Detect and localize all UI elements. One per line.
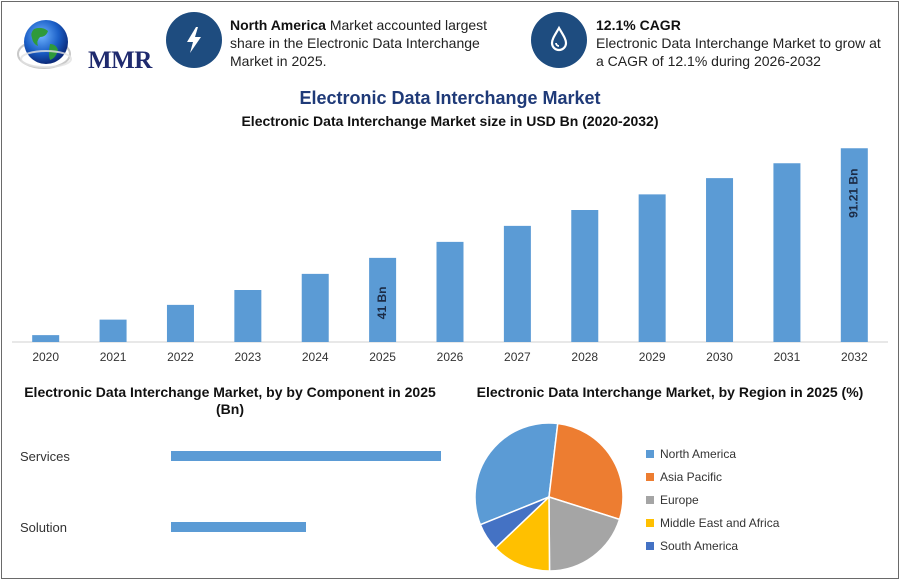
component-bar-services — [171, 451, 441, 461]
x-tick-label: 2020 — [32, 350, 59, 364]
info-cagr: 12.1% CAGR Electronic Data Interchange M… — [596, 16, 891, 70]
info-body: Market accounted largest share in the El… — [230, 17, 488, 69]
x-tick-label: 2024 — [302, 350, 329, 364]
mmr-logo: MMR — [16, 14, 152, 76]
region-legend: North America Asia Pacific Europe Middle Ea… — [646, 442, 779, 557]
bar-data-label: 41 Bn — [375, 287, 389, 320]
bar-2030 — [706, 178, 734, 342]
pie-slice-asia-pacific — [548, 422, 624, 521]
bar-2023 — [234, 290, 262, 342]
legend-item: Middle East and Africa — [646, 511, 779, 534]
component-bar-solution — [171, 522, 306, 532]
legend-label: Europe — [660, 492, 699, 507]
legend-label: North America — [660, 446, 737, 461]
bar-2022 — [166, 304, 194, 342]
legend-swatch — [646, 472, 654, 481]
x-tick-label: 2023 — [234, 350, 261, 364]
component-label-solution: Solution — [20, 520, 67, 535]
legend-label: Middle East and Africa — [660, 515, 780, 530]
legend-swatch — [646, 541, 654, 550]
x-tick-label: 2028 — [571, 350, 598, 364]
info-north-america: North America Market accounted largest s… — [230, 16, 500, 70]
lightning-bolt-icon — [166, 12, 222, 68]
component-chart-title: Electronic Data Interchange Market, by b… — [24, 384, 436, 417]
bar-data-label: 91.21 Bn — [846, 169, 860, 218]
x-tick-label: 2030 — [706, 350, 733, 364]
bar-2025 — [369, 257, 397, 342]
bar-2021 — [99, 319, 127, 342]
info-body: Electronic Data Interchange Market to gr… — [596, 35, 881, 69]
x-tick-label: 2026 — [437, 350, 464, 364]
bar-2024 — [301, 273, 329, 342]
legend-label: Asia Pacific — [660, 469, 723, 484]
water-drop-icon — [531, 12, 587, 68]
region-pie-chart — [474, 422, 624, 572]
legend-swatch — [646, 518, 654, 527]
legend-label: South America — [660, 538, 739, 553]
legend-item: North America — [646, 442, 779, 465]
bar-2026 — [436, 241, 464, 342]
bar-2029 — [638, 194, 666, 342]
legend-swatch — [646, 495, 654, 504]
legend-item: Asia Pacific — [646, 465, 779, 488]
pie-slice-north-america — [474, 422, 559, 526]
legend-swatch — [646, 449, 654, 458]
x-tick-label: 2032 — [841, 350, 868, 364]
pie-slice-south-america — [479, 496, 550, 550]
x-tick-label: 2022 — [167, 350, 194, 364]
logo-text: MMR — [88, 47, 152, 74]
bar-2028 — [571, 210, 599, 342]
pie-slice-middle-east-and-africa — [494, 495, 551, 572]
bar-2031 — [773, 163, 801, 342]
pie-slice-europe — [548, 495, 621, 572]
main-title: Electronic Data Interchange Market — [299, 88, 601, 108]
x-tick-label: 2029 — [639, 350, 666, 364]
region-chart-title: Electronic Data Interchange Market, by R… — [476, 384, 864, 400]
component-label-services: Services — [20, 449, 70, 464]
legend-item: South America — [646, 534, 779, 557]
x-tick-label: 2031 — [774, 350, 801, 364]
x-tick-label: 2027 — [504, 350, 531, 364]
bar-chart-title: Electronic Data Interchange Market size … — [241, 113, 659, 129]
info-highlight: 12.1% CAGR — [596, 17, 681, 33]
x-tick-label: 2021 — [100, 350, 127, 364]
legend-item: Europe — [646, 488, 779, 511]
bar-2032 — [840, 148, 868, 342]
info-highlight: North America — [230, 17, 326, 33]
globe-icon — [17, 20, 72, 69]
bar-2020 — [32, 335, 60, 342]
market-size-bar-chart: 2020 2021 2022 2023 2024 2025 41 Bn 2026 2027 202… — [12, 148, 888, 364]
x-tick-label: 2025 — [369, 350, 396, 364]
bar-2027 — [503, 225, 531, 342]
